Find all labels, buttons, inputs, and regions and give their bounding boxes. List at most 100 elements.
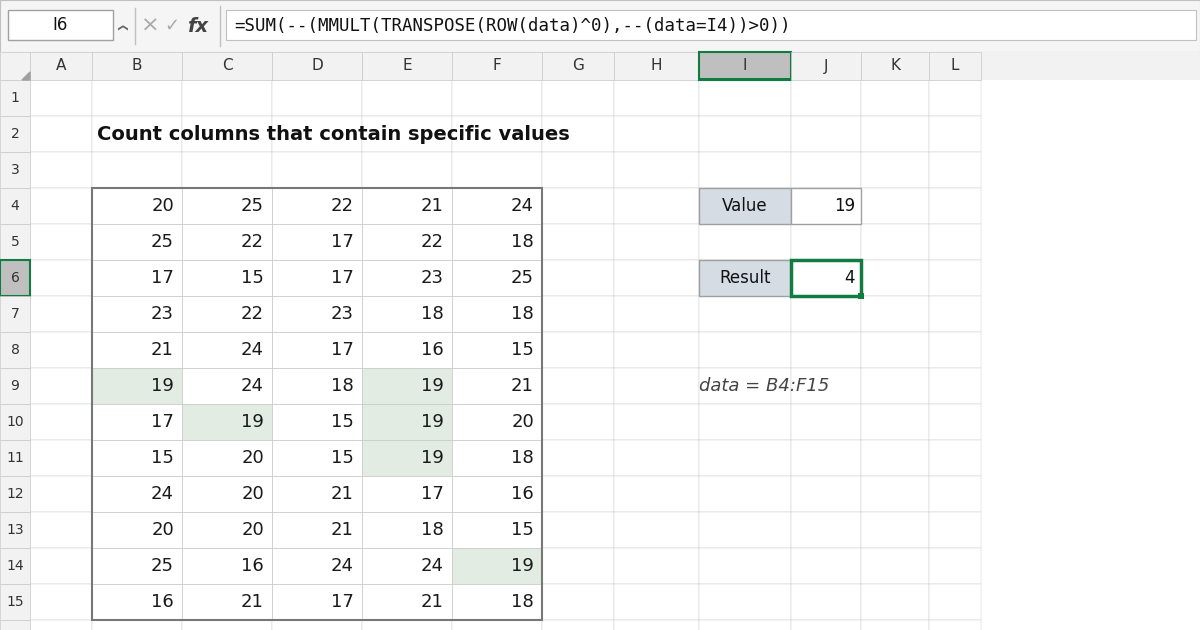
Bar bbox=[30, 476, 92, 512]
Bar bbox=[362, 188, 452, 224]
Bar bbox=[30, 620, 92, 630]
Bar bbox=[0, 620, 30, 630]
Bar bbox=[0, 332, 30, 368]
Text: A: A bbox=[56, 59, 66, 74]
Bar bbox=[8, 10, 113, 40]
Text: 25: 25 bbox=[241, 197, 264, 215]
Bar bbox=[452, 548, 542, 584]
Text: ✓: ✓ bbox=[164, 17, 180, 35]
Bar bbox=[30, 296, 92, 332]
Text: 10: 10 bbox=[6, 415, 24, 429]
Bar bbox=[698, 77, 791, 80]
Text: 24: 24 bbox=[511, 197, 534, 215]
Bar bbox=[272, 260, 362, 296]
Bar bbox=[92, 476, 182, 512]
Bar bbox=[614, 188, 698, 224]
Text: data = B4:F15: data = B4:F15 bbox=[698, 377, 829, 395]
Bar bbox=[182, 404, 272, 440]
Bar bbox=[92, 620, 182, 630]
Bar bbox=[0, 224, 30, 260]
Bar bbox=[92, 260, 182, 296]
Bar bbox=[929, 368, 982, 404]
Bar bbox=[542, 332, 614, 368]
Text: 13: 13 bbox=[6, 523, 24, 537]
Text: 9: 9 bbox=[11, 379, 19, 393]
Text: 21: 21 bbox=[331, 521, 354, 539]
Bar bbox=[362, 584, 452, 620]
Bar bbox=[698, 188, 791, 224]
Bar bbox=[452, 224, 542, 260]
Bar bbox=[542, 80, 614, 116]
Bar bbox=[698, 296, 791, 332]
Bar bbox=[929, 620, 982, 630]
Bar bbox=[92, 368, 182, 404]
Bar bbox=[452, 152, 542, 188]
Bar bbox=[272, 584, 362, 620]
Text: 19: 19 bbox=[241, 413, 264, 431]
Text: 21: 21 bbox=[421, 197, 444, 215]
Bar bbox=[929, 440, 982, 476]
Text: I6: I6 bbox=[53, 16, 68, 34]
Bar bbox=[698, 116, 791, 152]
Text: 22: 22 bbox=[331, 197, 354, 215]
Bar bbox=[862, 548, 929, 584]
Bar bbox=[362, 512, 452, 548]
Bar bbox=[614, 476, 698, 512]
Bar bbox=[698, 332, 791, 368]
Text: 15: 15 bbox=[241, 269, 264, 287]
Text: 17: 17 bbox=[421, 485, 444, 503]
Bar bbox=[452, 620, 542, 630]
Bar bbox=[698, 224, 791, 260]
Bar bbox=[929, 224, 982, 260]
Text: 6: 6 bbox=[11, 271, 19, 285]
Bar bbox=[226, 10, 1196, 40]
Bar bbox=[791, 296, 862, 332]
Bar bbox=[452, 440, 542, 476]
Text: 11: 11 bbox=[6, 451, 24, 465]
Bar bbox=[698, 512, 791, 548]
Text: 5: 5 bbox=[11, 235, 19, 249]
Text: 17: 17 bbox=[151, 413, 174, 431]
Bar bbox=[929, 404, 982, 440]
Bar bbox=[362, 332, 452, 368]
Bar bbox=[862, 620, 929, 630]
Text: 17: 17 bbox=[331, 593, 354, 611]
Bar bbox=[30, 260, 92, 296]
Text: 24: 24 bbox=[241, 341, 264, 359]
Text: 8: 8 bbox=[11, 343, 19, 357]
Bar bbox=[0, 512, 30, 548]
Bar bbox=[452, 476, 542, 512]
Text: 16: 16 bbox=[511, 485, 534, 503]
Bar bbox=[791, 476, 862, 512]
Text: 24: 24 bbox=[331, 557, 354, 575]
Bar bbox=[862, 116, 929, 152]
Bar bbox=[30, 440, 92, 476]
Bar bbox=[698, 260, 791, 296]
Text: 17: 17 bbox=[331, 233, 354, 251]
Bar bbox=[791, 116, 862, 152]
Text: 21: 21 bbox=[241, 593, 264, 611]
Text: 19: 19 bbox=[421, 377, 444, 395]
Text: 19: 19 bbox=[421, 449, 444, 467]
Text: 18: 18 bbox=[421, 305, 444, 323]
Bar bbox=[272, 224, 362, 260]
Text: 22: 22 bbox=[421, 233, 444, 251]
Bar bbox=[452, 188, 542, 224]
Text: 19: 19 bbox=[834, 197, 854, 215]
Bar bbox=[791, 620, 862, 630]
Bar bbox=[791, 404, 862, 440]
Bar bbox=[30, 52, 92, 80]
Bar bbox=[698, 404, 791, 440]
Bar bbox=[30, 224, 92, 260]
Bar bbox=[542, 368, 614, 404]
Bar bbox=[791, 80, 862, 116]
Bar bbox=[0, 52, 30, 80]
Text: 21: 21 bbox=[151, 341, 174, 359]
Bar bbox=[30, 116, 92, 152]
Bar bbox=[182, 512, 272, 548]
Bar bbox=[698, 548, 791, 584]
Bar bbox=[272, 368, 362, 404]
Bar bbox=[791, 584, 862, 620]
Text: fx: fx bbox=[187, 16, 209, 35]
Bar bbox=[791, 548, 862, 584]
